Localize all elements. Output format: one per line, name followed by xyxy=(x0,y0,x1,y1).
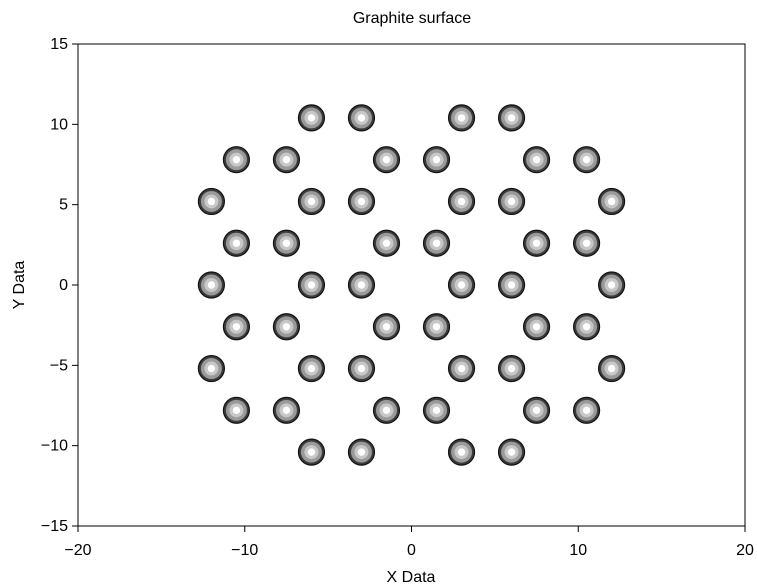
x-tick-label: 0 xyxy=(407,542,416,559)
scatter-point xyxy=(447,354,476,383)
scatter-point xyxy=(522,313,551,341)
y-tick-label: 5 xyxy=(59,197,68,214)
scatter-point xyxy=(197,187,225,216)
scatter-point xyxy=(422,313,451,341)
scatter-point xyxy=(372,146,401,174)
scatter-point xyxy=(222,146,251,174)
scatter-point xyxy=(347,187,376,216)
scatter-point xyxy=(572,229,601,257)
y-axis-label: Y Data xyxy=(11,261,28,310)
scatter-point xyxy=(297,104,326,132)
y-tick-label: −15 xyxy=(41,518,68,535)
scatter-point xyxy=(372,313,401,341)
y-tick-label: 10 xyxy=(50,116,68,133)
scatter-point xyxy=(422,229,451,257)
scatter-point xyxy=(297,354,326,383)
x-axis-ticks: −20 −10 0 10 20 xyxy=(64,526,754,559)
scatter-point xyxy=(222,229,251,257)
scatter-point xyxy=(347,438,376,466)
scatter-point xyxy=(597,271,626,299)
y-tick-label: 0 xyxy=(59,277,68,294)
scatter-point xyxy=(447,104,476,132)
y-tick-label: −10 xyxy=(41,438,68,455)
x-tick-label: 10 xyxy=(569,542,587,559)
scatter-point xyxy=(272,229,301,257)
scatter-point xyxy=(597,187,626,216)
scatter-point xyxy=(222,313,251,341)
x-tick-label: −20 xyxy=(64,542,91,559)
x-tick-label: 20 xyxy=(736,542,754,559)
scatter-point xyxy=(447,271,476,299)
x-axis-label: X Data xyxy=(387,569,436,586)
scatter-point xyxy=(497,187,526,216)
scatter-point xyxy=(197,354,225,383)
chart-title: Graphite surface xyxy=(353,10,471,27)
scatter-point xyxy=(272,313,301,341)
scatter-point xyxy=(372,396,401,424)
scatter-point xyxy=(422,396,451,424)
scatter-point xyxy=(447,187,476,216)
scatter-point xyxy=(347,271,376,299)
scatter-point xyxy=(497,271,526,299)
scatter-point xyxy=(297,187,326,216)
scatter-point xyxy=(347,354,376,383)
scatter-point xyxy=(222,396,251,424)
scatter-point xyxy=(372,229,401,257)
y-axis-ticks: −15 −10 −5 0 5 10 15 xyxy=(41,36,78,535)
y-tick-label: 15 xyxy=(50,36,68,53)
scatter-point xyxy=(522,146,551,174)
scatter-point xyxy=(572,313,601,341)
scatter-point xyxy=(522,229,551,257)
scatter-point xyxy=(572,396,601,424)
scatter-point xyxy=(597,354,626,383)
y-tick-label: −5 xyxy=(50,357,68,374)
scatter-point xyxy=(272,396,301,424)
scatter-point xyxy=(297,271,326,299)
scatter-point xyxy=(347,104,376,132)
scatter-point xyxy=(197,271,225,299)
scatter-point xyxy=(497,438,526,466)
x-tick-label: −10 xyxy=(231,542,258,559)
scatter-point xyxy=(297,438,326,466)
scatter-point xyxy=(447,438,476,466)
scatter-point xyxy=(497,104,526,132)
plot-area-frame xyxy=(77,43,746,527)
scatter-points xyxy=(197,104,626,466)
scatter-point xyxy=(422,146,451,174)
scatter-point xyxy=(497,354,526,383)
scatter-point xyxy=(572,146,601,174)
scatter-point xyxy=(272,146,301,174)
scatter-point xyxy=(522,396,551,424)
